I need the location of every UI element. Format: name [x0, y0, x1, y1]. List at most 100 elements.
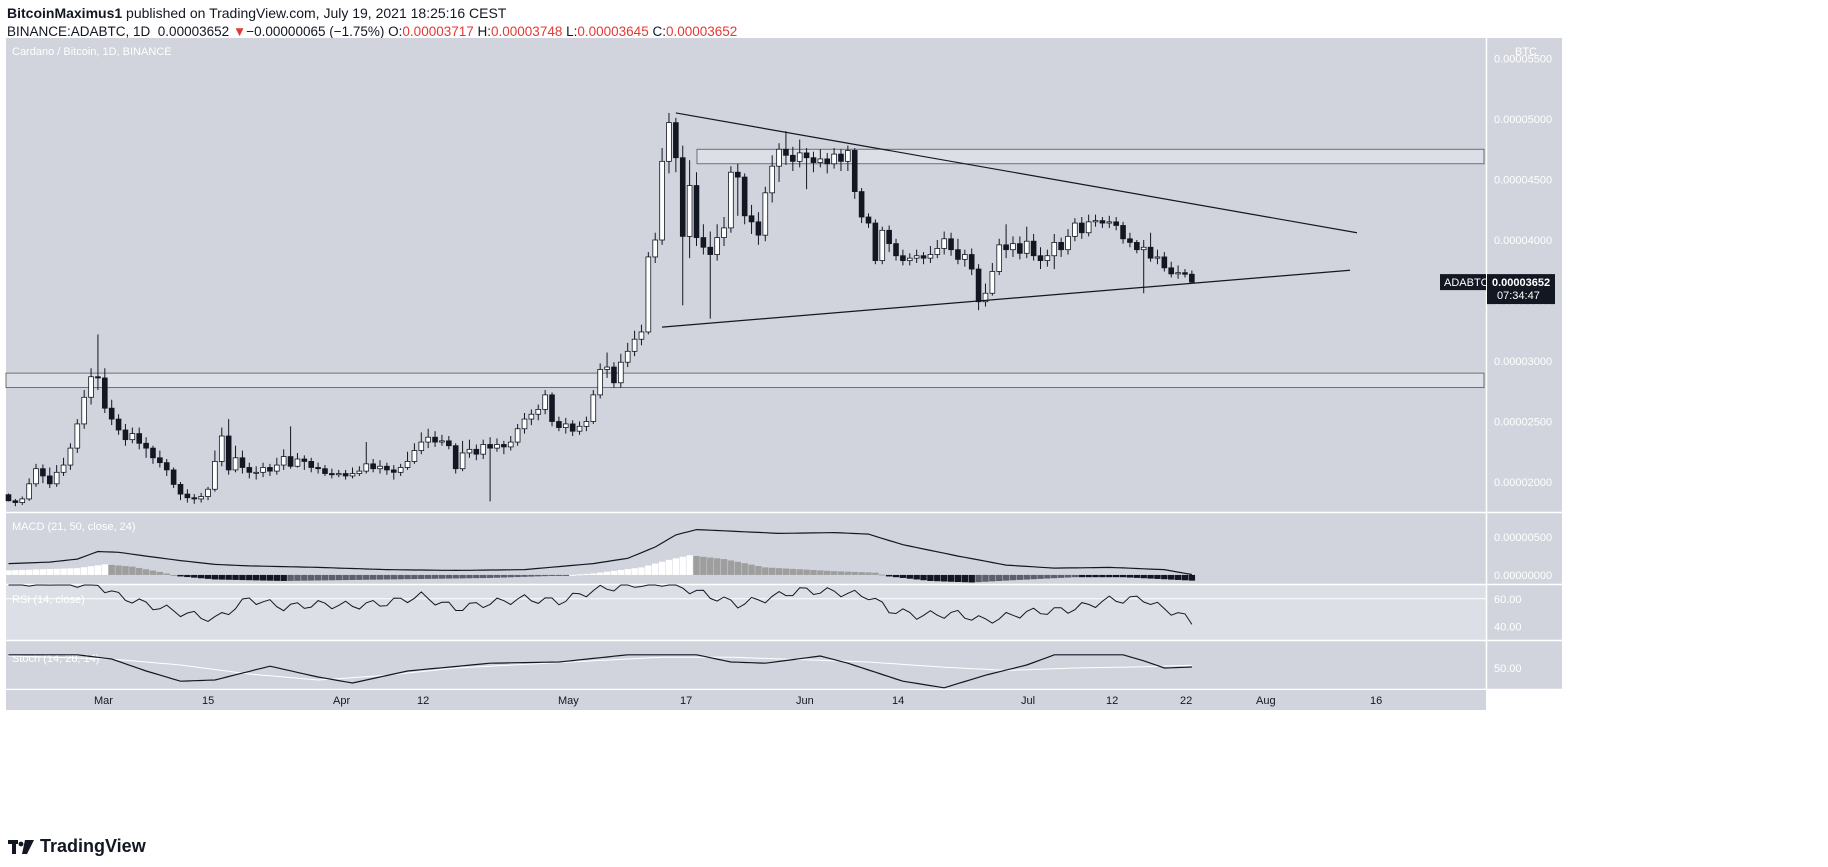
- time-tick-label: 12: [417, 695, 429, 707]
- rsi-tick-label: 40.00: [1494, 621, 1522, 633]
- macd-bar: [879, 574, 886, 576]
- macd-bar: [954, 574, 962, 582]
- tradingview-logo[interactable]: TradingView: [8, 836, 146, 857]
- macd-bar: [610, 570, 618, 575]
- macd-bar: [713, 558, 721, 575]
- candle-body: [370, 463, 376, 470]
- macd-bar: [459, 574, 466, 579]
- candle-body: [1168, 267, 1175, 275]
- candle-body: [315, 467, 321, 470]
- macd-bar: [1002, 574, 1010, 581]
- macd-bar: [576, 574, 583, 576]
- macd-bar: [920, 574, 927, 581]
- candle-body: [886, 229, 892, 245]
- macd-bar: [74, 568, 81, 575]
- macd-bar: [87, 566, 95, 575]
- candle-body: [851, 150, 858, 193]
- macd-bar: [335, 574, 342, 581]
- price-tick-label: 0.00002500: [1494, 417, 1552, 429]
- macd-bar: [486, 574, 494, 578]
- macd-bar: [301, 574, 308, 581]
- candle-body: [150, 447, 156, 459]
- candle-body: [955, 249, 961, 260]
- macd-bar: [885, 574, 893, 577]
- candle-body: [686, 185, 693, 237]
- author-name[interactable]: BitcoinMaximus1: [7, 5, 123, 21]
- macd-bar: [177, 574, 184, 577]
- macd-tick-label: 0.00000000: [1494, 570, 1552, 582]
- macd-bar: [287, 574, 294, 581]
- candle-body: [170, 469, 177, 485]
- horizontal-zone: [5, 372, 1485, 389]
- macd-bar: [480, 574, 487, 579]
- candle-body: [342, 473, 349, 477]
- macd-bar: [252, 574, 260, 581]
- candle-body: [666, 122, 672, 162]
- candle-body: [1078, 222, 1085, 234]
- candle-body: [982, 292, 989, 303]
- price-change: −0.00000065 (−1.75%): [246, 24, 385, 39]
- macd-bar: [184, 574, 191, 578]
- macd-bar: [239, 574, 246, 581]
- candle-body: [108, 407, 115, 420]
- candle-body: [535, 408, 542, 415]
- candle-body: [218, 435, 225, 462]
- rsi-pane: [6, 585, 1486, 640]
- candle-body: [267, 467, 273, 472]
- candle-body: [597, 369, 603, 396]
- macd-bar: [404, 574, 411, 580]
- candle-body: [95, 376, 101, 379]
- macd-bar: [431, 574, 439, 579]
- macd-bar: [755, 565, 762, 575]
- macd-bar: [851, 571, 858, 575]
- macd-bar: [596, 572, 604, 575]
- candle-body: [1161, 256, 1168, 269]
- candle-body: [157, 457, 163, 464]
- candle-body: [927, 254, 934, 259]
- candle-body: [12, 500, 19, 503]
- macd-bar: [658, 561, 666, 575]
- macd-bar: [473, 574, 480, 579]
- macd-label: MACD (21, 50, close, 24): [12, 521, 136, 533]
- high-value: 0.00003748: [491, 24, 563, 39]
- candle-body: [838, 153, 844, 162]
- candle-body: [824, 158, 831, 165]
- macd-bar: [782, 568, 790, 575]
- candle-body: [673, 122, 679, 159]
- high-label: H:: [477, 24, 492, 39]
- candle-body: [494, 444, 500, 449]
- time-tick-label: 12: [1106, 695, 1118, 707]
- macd-bar: [1188, 574, 1196, 581]
- candle-body: [46, 475, 53, 485]
- macd-bar: [583, 573, 590, 575]
- candle-body: [734, 171, 741, 178]
- candle-body: [253, 471, 259, 474]
- macd-bar: [1085, 574, 1092, 578]
- candle-body: [556, 421, 562, 428]
- candle-body: [514, 428, 521, 443]
- candle-body: [163, 462, 170, 471]
- candle-body: [411, 450, 418, 462]
- candle-body: [88, 376, 94, 398]
- candle-body: [817, 158, 824, 163]
- price-tick-label: 0.00003000: [1494, 356, 1552, 368]
- macd-bar: [452, 574, 459, 579]
- price-tick-label: 0.00002000: [1494, 477, 1552, 489]
- candle-body: [212, 461, 218, 490]
- macd-bar: [679, 556, 686, 575]
- macd-bar: [817, 570, 824, 575]
- macd-bar: [830, 571, 838, 575]
- candle-body: [129, 433, 136, 441]
- macd-bar: [1023, 574, 1030, 580]
- candle-body: [948, 238, 954, 251]
- macd-bar: [438, 574, 446, 579]
- macd-bar: [748, 564, 755, 575]
- price-tick-label: 0.00004500: [1494, 175, 1552, 187]
- macd-bar: [383, 574, 391, 580]
- candle-body: [968, 254, 975, 270]
- candle-body: [232, 457, 239, 471]
- candle-body: [260, 467, 266, 473]
- candle-body: [611, 366, 617, 384]
- candle-body: [425, 436, 431, 443]
